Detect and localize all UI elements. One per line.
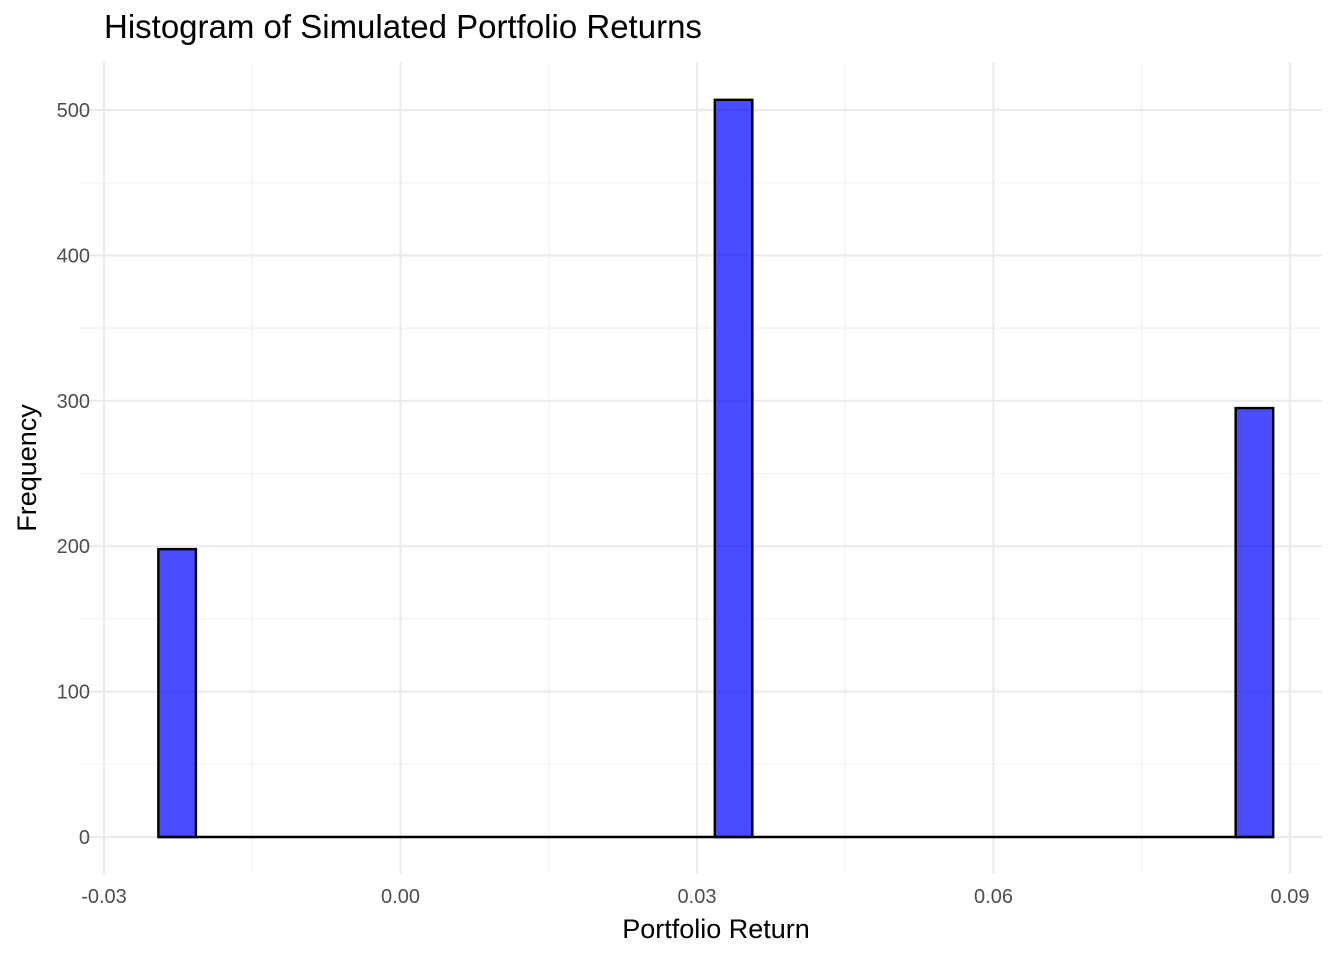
axis-tick-labels: -0.03 0.00 0.03 0.06 0.09 0 100 200 300 400 500 <box>57 100 1310 908</box>
y-tick-label: 500 <box>57 100 90 122</box>
y-axis-title: Frequency <box>12 404 42 532</box>
histogram-bar <box>157 547 198 839</box>
y-tick-label: 200 <box>57 536 90 558</box>
x-tick-label: -0.03 <box>81 886 127 908</box>
y-tick-label: 0 <box>79 827 90 849</box>
histogram-bar <box>713 98 754 839</box>
x-tick-label: 0.03 <box>678 886 717 908</box>
grid-lines <box>80 62 1322 874</box>
histogram-bar <box>1234 406 1275 839</box>
histogram-bars <box>157 98 1275 839</box>
x-tick-label: 0.00 <box>381 886 420 908</box>
y-tick-label: 300 <box>57 391 90 413</box>
chart-title: Histogram of Simulated Portfolio Returns <box>104 8 702 45</box>
x-tick-label: 0.06 <box>974 886 1013 908</box>
x-tick-label: 0.09 <box>1271 886 1310 908</box>
y-tick-label: 100 <box>57 682 90 704</box>
y-tick-label: 400 <box>57 245 90 267</box>
x-axis-title: Portfolio Return <box>622 914 810 944</box>
